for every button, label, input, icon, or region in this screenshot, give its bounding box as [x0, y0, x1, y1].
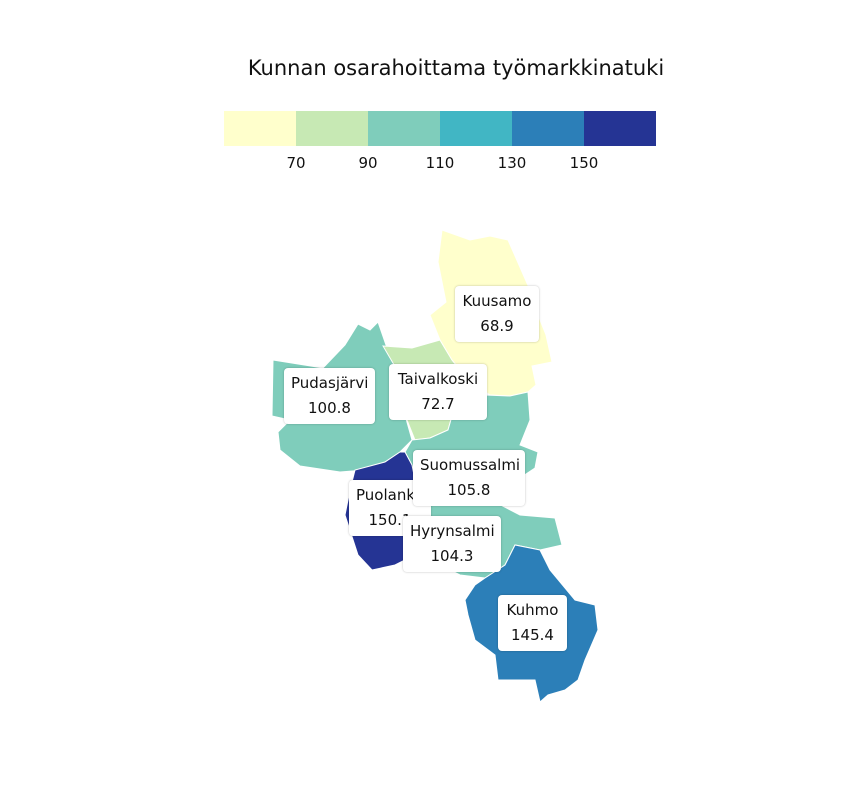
label-pudasjarvi-value: 100.8 — [308, 399, 351, 417]
legend-swatch-2 — [296, 111, 368, 146]
legend-tick-110: 110 — [425, 154, 455, 172]
label-taivalkoski-name: Taivalkoski — [397, 370, 479, 388]
label-kuhmo-name: Kuhmo — [506, 601, 559, 619]
legend-tick-90: 90 — [358, 154, 378, 172]
legend-swatch-6 — [584, 111, 656, 146]
legend-swatch-3 — [368, 111, 440, 146]
legend-swatch-1 — [224, 111, 296, 146]
label-kuhmo: Kuhmo 145.4 — [498, 595, 567, 651]
legend-tick-150: 150 — [569, 154, 599, 172]
color-legend: 70 90 110 130 150 — [224, 111, 656, 181]
label-hyrynsalmi-value: 104.3 — [430, 547, 474, 565]
label-kuusamo: Kuusamo 68.9 — [455, 286, 539, 342]
label-hyrynsalmi-name: Hyrynsalmi — [410, 522, 495, 540]
label-kuusamo-value: 68.9 — [480, 317, 514, 335]
label-pudasjarvi: Pudasjärvi 100.8 — [284, 368, 375, 424]
label-hyrynsalmi: Hyrynsalmi 104.3 — [403, 516, 501, 572]
label-puolanka-name: Puolanka — [356, 486, 424, 504]
label-puolanka-value: 150.1 — [368, 511, 412, 529]
label-taivalkoski: Taivalkoski 72.7 — [389, 364, 487, 420]
label-pudasjarvi-name: Pudasjärvi — [291, 374, 369, 392]
label-suomussalmi-name: Suomussalmi — [420, 456, 521, 474]
legend-tick-70: 70 — [286, 154, 306, 172]
label-kuhmo-value: 145.4 — [511, 626, 554, 644]
legend-swatch-5 — [512, 111, 584, 146]
legend-tick-130: 130 — [497, 154, 527, 172]
label-kuusamo-name: Kuusamo — [462, 292, 532, 310]
label-suomussalmi-value: 105.8 — [447, 481, 491, 499]
map-title: Kunnan osarahoittama työmarkkinatuki — [247, 56, 665, 80]
legend-swatch-4 — [440, 111, 512, 146]
label-suomussalmi: Suomussalmi 105.8 — [413, 450, 525, 506]
label-taivalkoski-value: 72.7 — [421, 395, 455, 413]
